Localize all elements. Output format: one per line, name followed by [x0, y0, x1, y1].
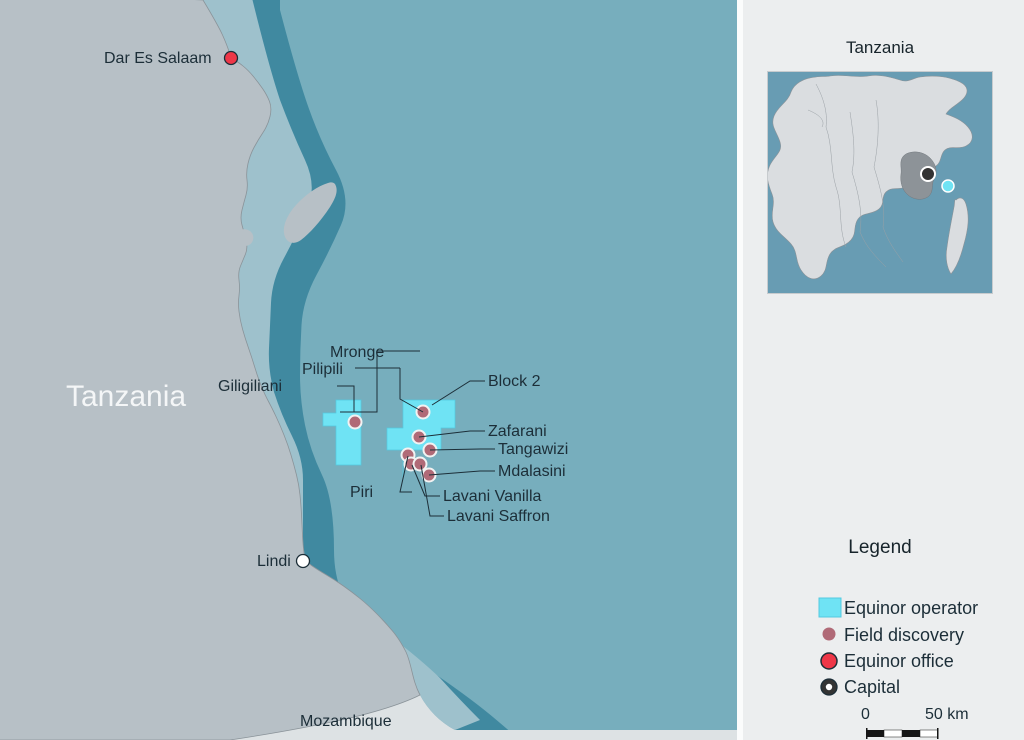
svg-text:Equinor office: Equinor office [844, 651, 954, 671]
svg-text:Lavani Saffron: Lavani Saffron [447, 508, 550, 525]
svg-text:Lavani Vanilla: Lavani Vanilla [443, 488, 542, 505]
svg-text:Tanzania: Tanzania [66, 380, 186, 413]
svg-text:Zafarani: Zafarani [488, 423, 547, 440]
svg-text:Mozambique: Mozambique [300, 713, 392, 730]
svg-text:Equinor operator: Equinor operator [844, 598, 978, 618]
svg-text:Dar Es Salaam: Dar Es Salaam [104, 50, 212, 67]
svg-text:Capital: Capital [844, 677, 900, 697]
svg-text:Mronge: Mronge [330, 344, 384, 361]
svg-text:Block 2: Block 2 [488, 373, 541, 390]
svg-text:50 km: 50 km [925, 706, 969, 723]
svg-text:Giligiliani: Giligiliani [218, 378, 282, 395]
svg-text:Tangawizi: Tangawizi [498, 441, 568, 458]
svg-text:Lindi: Lindi [257, 553, 291, 570]
svg-text:Piri: Piri [350, 484, 373, 501]
svg-text:Field discovery: Field discovery [844, 625, 964, 645]
svg-text:0: 0 [861, 706, 870, 723]
svg-text:Mdalasini: Mdalasini [498, 463, 566, 480]
svg-text:Pilipili: Pilipili [302, 361, 343, 378]
